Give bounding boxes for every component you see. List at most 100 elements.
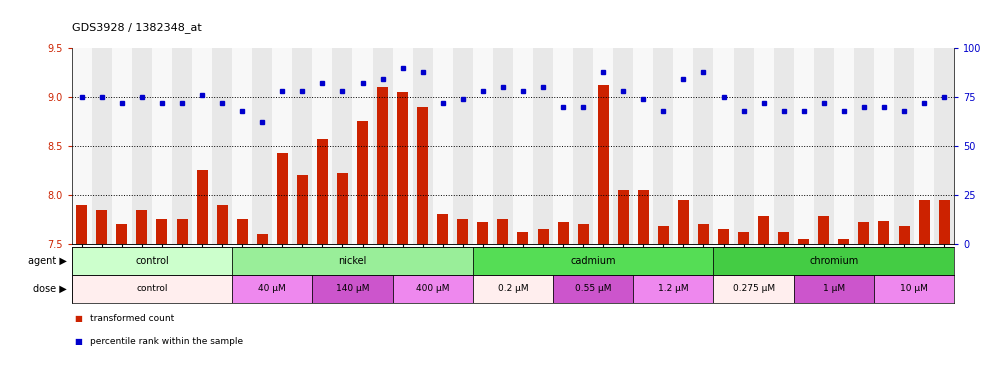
Bar (373, 48, 392, 244)
Text: 140 μM: 140 μM (336, 285, 370, 293)
Bar (72, 48, 92, 244)
Text: GDS3928 / 1382348_at: GDS3928 / 1382348_at (72, 22, 201, 33)
Bar (573, 48, 594, 244)
Text: 0.55 μM: 0.55 μM (575, 285, 612, 293)
Bar (698, 224, 709, 244)
Bar (196, 170, 207, 244)
Bar (237, 219, 248, 244)
Bar (873, 48, 894, 244)
Bar (317, 139, 328, 244)
FancyBboxPatch shape (713, 247, 954, 275)
Text: 1 μM: 1 μM (823, 285, 845, 293)
Bar (854, 48, 873, 244)
Text: ■: ■ (75, 337, 83, 346)
Bar (594, 48, 614, 244)
Bar (734, 48, 754, 244)
Bar (934, 48, 954, 244)
Bar (814, 48, 834, 244)
Bar (77, 205, 88, 244)
Bar (938, 200, 949, 244)
Bar (131, 48, 152, 244)
Bar (794, 48, 814, 244)
Text: percentile rank within the sample: percentile rank within the sample (90, 337, 243, 346)
Bar (657, 226, 669, 244)
FancyBboxPatch shape (232, 247, 473, 275)
Bar (212, 48, 232, 244)
Bar (693, 48, 713, 244)
Text: 0.2 μM: 0.2 μM (498, 285, 528, 293)
Bar (493, 48, 513, 244)
Text: control: control (136, 285, 167, 293)
FancyBboxPatch shape (392, 275, 473, 303)
Bar (497, 219, 508, 244)
FancyBboxPatch shape (313, 275, 392, 303)
Bar (633, 48, 653, 244)
Bar (313, 48, 333, 244)
Bar (653, 48, 673, 244)
Bar (176, 219, 187, 244)
Text: dose ▶: dose ▶ (33, 284, 67, 294)
Bar (578, 224, 589, 244)
Bar (754, 48, 774, 244)
Bar (614, 48, 633, 244)
FancyBboxPatch shape (473, 275, 553, 303)
FancyBboxPatch shape (633, 275, 713, 303)
Bar (437, 215, 448, 244)
Bar (518, 232, 529, 244)
Bar (538, 229, 549, 244)
Bar (839, 239, 850, 244)
FancyBboxPatch shape (72, 275, 232, 303)
FancyBboxPatch shape (713, 275, 794, 303)
Text: transformed count: transformed count (90, 314, 174, 323)
Bar (432, 48, 453, 244)
Bar (257, 234, 268, 244)
Bar (718, 229, 729, 244)
FancyBboxPatch shape (232, 275, 313, 303)
Bar (392, 48, 412, 244)
Bar (112, 48, 131, 244)
Bar (172, 48, 192, 244)
Bar (834, 48, 854, 244)
Bar (377, 87, 388, 244)
Bar (417, 107, 428, 244)
Bar (473, 48, 493, 244)
Bar (92, 48, 112, 244)
Bar (819, 217, 830, 244)
Bar (553, 48, 573, 244)
Bar (859, 222, 870, 244)
Bar (798, 239, 810, 244)
Bar (337, 173, 348, 244)
Bar (713, 48, 733, 244)
Bar (758, 217, 769, 244)
Bar (513, 48, 533, 244)
Bar (918, 200, 929, 244)
Bar (357, 121, 369, 244)
Bar (673, 48, 693, 244)
Bar (558, 222, 569, 244)
Bar (297, 175, 308, 244)
Bar (192, 48, 212, 244)
Bar (914, 48, 934, 244)
Text: 10 μM: 10 μM (900, 285, 928, 293)
FancyBboxPatch shape (72, 247, 232, 275)
Text: chromium: chromium (809, 256, 859, 266)
Bar (598, 85, 609, 244)
Bar (252, 48, 272, 244)
Bar (477, 222, 488, 244)
Bar (618, 190, 628, 244)
Text: agent ▶: agent ▶ (28, 256, 67, 266)
FancyBboxPatch shape (873, 275, 954, 303)
Bar (898, 226, 909, 244)
Bar (774, 48, 794, 244)
Bar (778, 232, 789, 244)
Bar (97, 210, 108, 244)
Bar (293, 48, 313, 244)
Bar (232, 48, 252, 244)
Text: 40 μM: 40 μM (258, 285, 286, 293)
Text: control: control (135, 256, 168, 266)
FancyBboxPatch shape (553, 275, 633, 303)
Bar (397, 92, 408, 244)
Bar (152, 48, 172, 244)
Text: 0.275 μM: 0.275 μM (732, 285, 775, 293)
Bar (533, 48, 553, 244)
